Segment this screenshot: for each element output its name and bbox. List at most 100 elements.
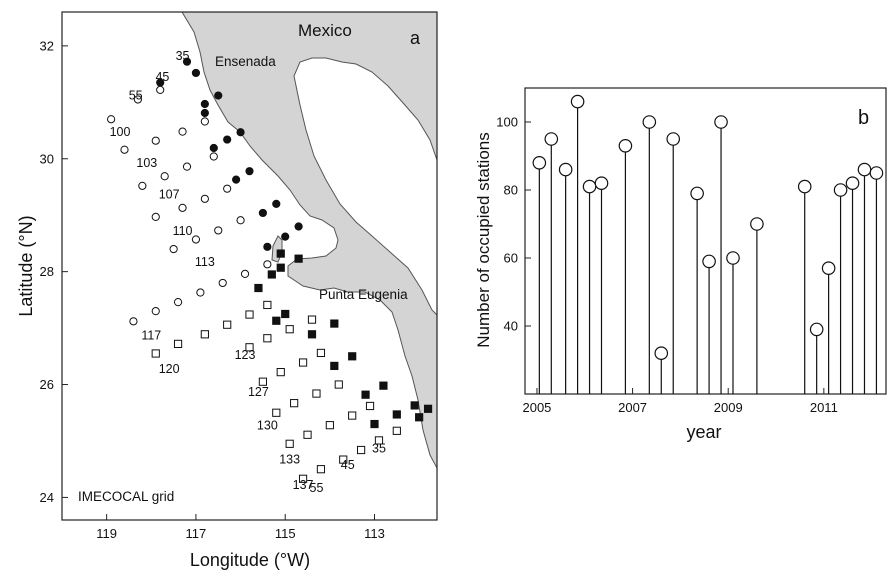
station-square [173,339,183,348]
station-circle [240,269,250,279]
station-square [298,474,308,483]
station-circle [178,203,187,212]
x-tick-label-a: 113 [364,526,385,541]
station-circle [223,135,232,144]
station-square [357,445,366,455]
stem-marker [654,346,669,360]
station-circle [200,108,209,118]
station-square [272,316,281,325]
stem-marker [642,115,657,129]
station-square [285,439,294,448]
station-square [276,249,285,258]
station-markers [107,57,433,483]
station-square [316,465,326,474]
station-square [294,254,303,263]
station-square [298,358,308,367]
station-square [200,330,209,339]
station-circle [258,208,267,218]
station-square [348,352,357,361]
station-circle [209,143,218,153]
station-circle [182,57,192,66]
stem-marker [544,132,559,146]
y-tick-label-a: 30 [40,151,54,166]
line-number-label: 120 [159,362,180,376]
y-tick-label-a: 32 [40,38,54,53]
station-circle [160,172,169,181]
baja-inner-coast [293,57,437,316]
y-tick-label-b: 40 [504,319,518,334]
station-circle [173,298,183,307]
station-number-label: 35 [176,49,190,63]
station-circle [182,162,192,171]
x-tick-label-b: 2007 [618,400,647,415]
station-number-label: 45 [155,70,169,84]
station-square [245,310,254,319]
station-square [263,300,272,310]
line-number-label: 117 [141,328,161,342]
x-axis-label-a: Longitude (°W) [190,550,310,570]
station-square [379,381,388,390]
stem-marker [857,162,872,177]
station-circle [191,68,201,78]
station-square [307,330,317,339]
station-number-label: 45 [341,458,355,472]
line-number-label: 123 [235,348,256,362]
station-circle [151,212,160,221]
station-number-label: 55 [129,88,143,102]
stem-marker [570,94,585,109]
stem-marker [821,261,836,275]
x-tick-label-a: 115 [275,526,296,541]
x-axis-label-b: year [686,422,721,442]
x-tick-label-b: 2011 [810,400,838,415]
station-square [303,430,312,439]
station-circle [120,145,129,154]
y-axis-label-a: Latitude (°N) [16,215,36,316]
y-tick-label-a: 24 [40,490,54,505]
y-axis-label-b: Number of occupied stations [474,132,493,347]
line-number-label: 107 [159,187,180,201]
stem-marker [797,179,812,194]
x-tick-label-b: 2009 [714,400,743,415]
stem-marker [726,251,740,265]
station-square [276,263,285,272]
stem-series [532,94,884,394]
station-square [223,320,232,329]
station-square [361,390,370,399]
station-circle [200,99,209,109]
stem-marker [702,254,716,269]
station-square [263,334,272,343]
station-square [272,408,281,417]
station-labels: 35 45 55 35 45 55 100 103 107 110 113 117 120 123 127 1… [110,49,386,495]
station-square [334,380,343,389]
map-ticks: 119 117 115 113 24 26 28 30 32 [40,38,385,541]
cape-label: Punta Eugenia [319,287,408,302]
station-square [365,401,375,411]
station-number-label: 55 [310,481,324,495]
station-square [290,399,299,408]
y-tick-label-b: 100 [496,115,518,130]
line-number-label: 133 [279,453,300,467]
station-circle [107,115,116,124]
stem-marker [809,322,824,337]
stem-marker [594,176,609,190]
station-square [392,410,401,419]
station-square [285,325,294,334]
station-circle [169,244,178,254]
station-circle [138,181,147,190]
line-number-label: 100 [110,125,131,139]
station-square [258,377,267,386]
station-square [415,413,424,422]
panel-a-label: a [410,28,421,48]
stem-marker [845,176,860,190]
station-square [370,419,379,429]
station-circle [191,235,201,244]
station-square [325,421,334,430]
stem-marker [558,162,573,177]
station-square [423,404,433,413]
x-tick-label-b: 2005 [522,400,551,415]
station-circle [156,85,165,94]
station-circle [209,152,218,161]
station-square [151,349,160,358]
station-circle [263,260,272,269]
